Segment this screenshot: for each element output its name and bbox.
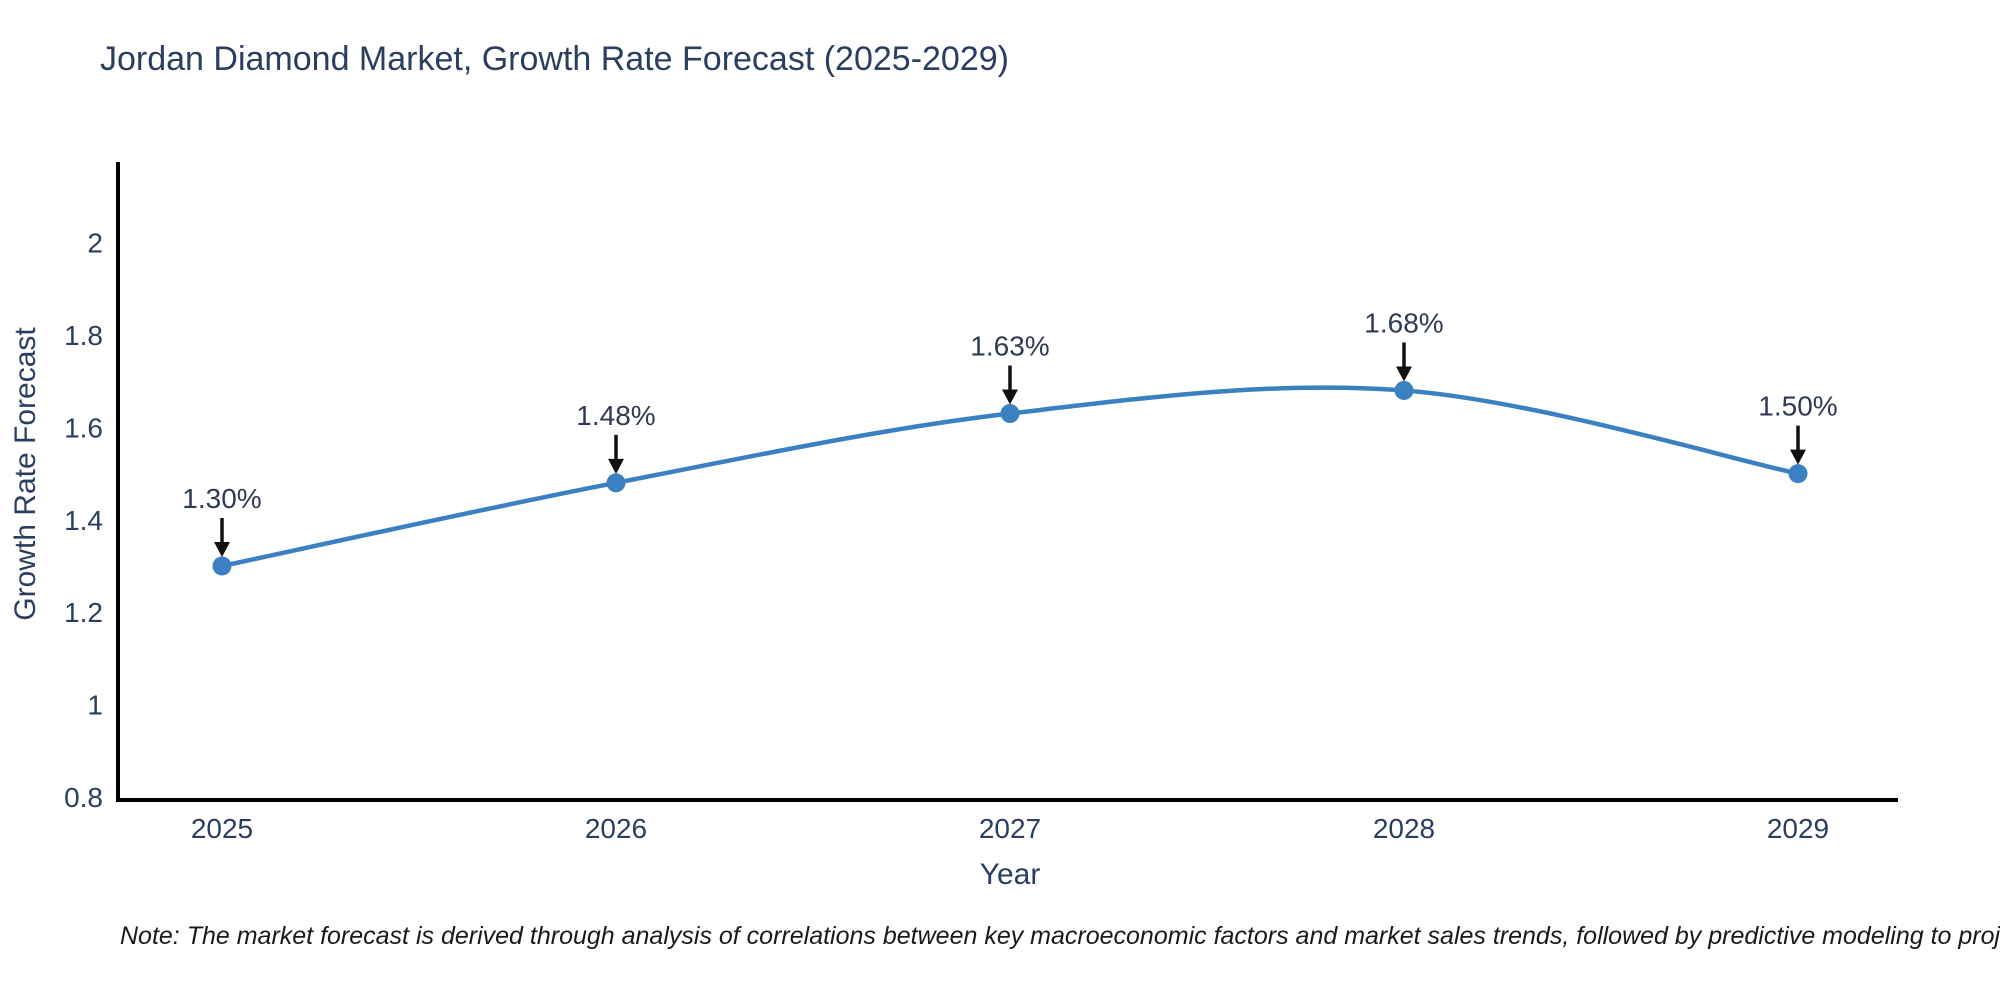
chart-title: Jordan Diamond Market, Growth Rate Forec… xyxy=(100,40,1009,78)
y-tick-label: 2 xyxy=(87,228,103,259)
data-point-marker xyxy=(1394,380,1414,400)
annotation-label: 1.48% xyxy=(576,400,655,431)
y-tick-label: 1 xyxy=(87,690,103,721)
annotation-arrowhead xyxy=(1002,389,1018,405)
data-point-marker xyxy=(606,473,626,493)
x-tick-label: 2028 xyxy=(1373,813,1435,844)
annotation-label: 1.30% xyxy=(182,483,261,514)
annotation-arrowhead xyxy=(1396,366,1412,382)
annotation-label: 1.68% xyxy=(1364,307,1443,338)
x-tick-label: 2026 xyxy=(585,813,647,844)
data-point-marker xyxy=(1788,464,1808,484)
annotation-label: 1.63% xyxy=(970,331,1049,362)
y-tick-label: 1.2 xyxy=(64,597,103,628)
y-tick-label: 0.8 xyxy=(64,782,103,813)
x-axis-title: Year xyxy=(979,858,1041,891)
footnote: Note: The market forecast is derived thr… xyxy=(120,922,2000,950)
annotation-label: 1.50% xyxy=(1758,391,1837,422)
data-point-marker xyxy=(1000,404,1020,424)
x-tick-label: 2027 xyxy=(979,813,1041,844)
data-point-marker xyxy=(212,556,232,576)
y-tick-label: 1.6 xyxy=(64,412,103,443)
annotation-arrowhead xyxy=(214,542,230,557)
x-tick-label: 2025 xyxy=(191,813,253,844)
y-tick-label: 1.4 xyxy=(64,505,103,536)
annotation-arrowhead xyxy=(608,458,624,474)
y-tick-label: 1.8 xyxy=(64,320,103,351)
x-tick-label: 2029 xyxy=(1767,813,1829,844)
annotation-arrowhead xyxy=(1790,449,1806,465)
